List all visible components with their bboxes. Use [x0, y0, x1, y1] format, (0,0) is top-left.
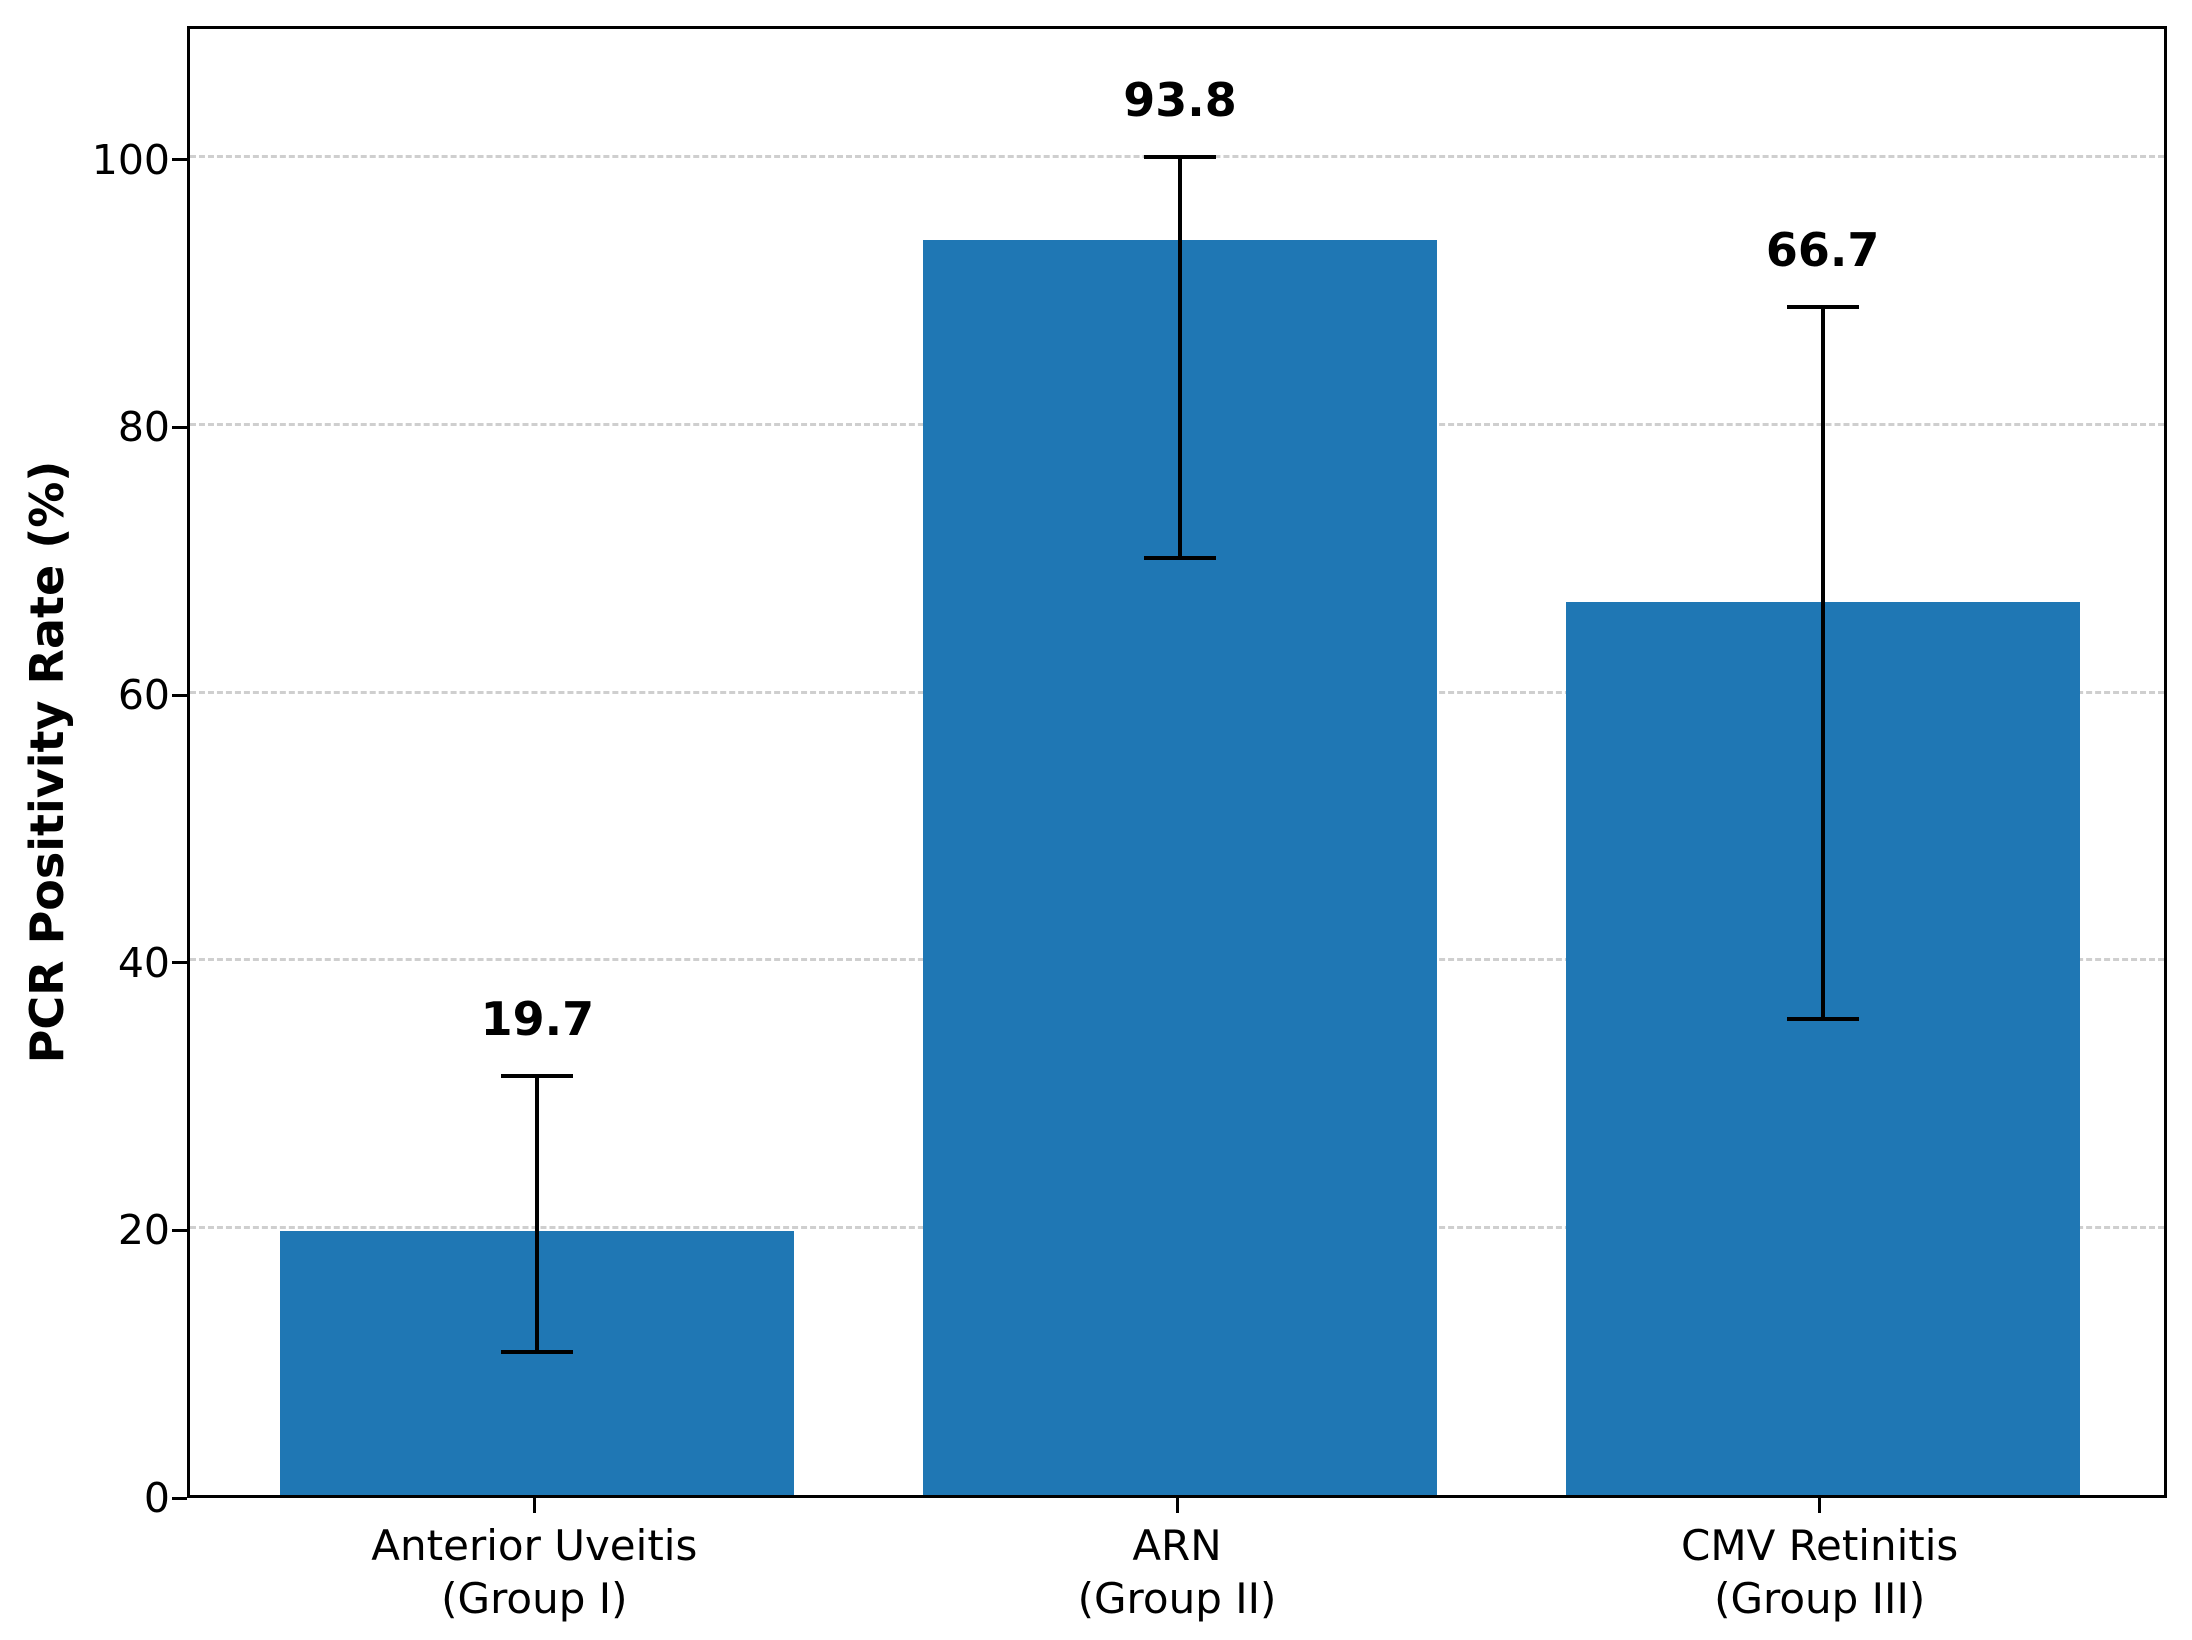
- y-tick-label-20: 20: [117, 1206, 170, 1255]
- y-tick-mark-20: [172, 1228, 187, 1232]
- error-bar-cap-high-2: [1144, 154, 1216, 159]
- error-bar-cap-high-1: [501, 1074, 574, 1079]
- error-bar-line-2: [1178, 156, 1182, 559]
- error-bar-line-3: [1820, 306, 1825, 1019]
- x-category-label-3: CMV Retinitis (Group III): [1681, 1520, 1958, 1625]
- bar-value-label-2: 93.8: [1123, 72, 1237, 127]
- error-bar-cap-low-2: [1144, 556, 1216, 561]
- x-category-label-line: (Group I): [441, 1573, 628, 1623]
- x-category-label-2: ARN (Group II): [1078, 1520, 1277, 1625]
- x-category-label-1: Anterior Uveitis (Group I): [371, 1520, 697, 1625]
- y-tick-label-80: 80: [117, 403, 170, 452]
- y-tick-label-40: 40: [117, 938, 170, 987]
- error-bar-cap-low-3: [1786, 1016, 1859, 1021]
- y-tick-mark-0: [172, 1496, 187, 1500]
- x-category-label-line: (Group III): [1714, 1573, 1926, 1623]
- error-bar-cap-low-1: [501, 1349, 574, 1354]
- y-tick-label-0: 0: [143, 1474, 170, 1522]
- bar-value-label-1: 19.7: [480, 992, 595, 1047]
- x-tick-mark-2: [1175, 1498, 1179, 1513]
- y-axis-label: PCR Positivity Rate (%): [20, 460, 74, 1064]
- x-tick-mark-3: [1818, 1498, 1822, 1513]
- plot-area: 19.7 93.8 66.7: [187, 26, 2167, 1498]
- x-tick-mark-1: [532, 1498, 536, 1513]
- error-bar-line-1: [535, 1076, 540, 1352]
- y-tick-label-60: 60: [117, 671, 170, 720]
- x-category-label-line: Anterior Uveitis: [371, 1521, 698, 1570]
- y-tick-mark-100: [172, 158, 187, 162]
- y-tick-mark-60: [172, 693, 187, 697]
- y-tick-label-100: 100: [91, 135, 170, 184]
- error-bar-cap-high-3: [1786, 304, 1859, 309]
- y-tick-mark-40: [172, 961, 187, 965]
- bar-value-label-3: 66.7: [1765, 222, 1880, 277]
- y-tick-mark-80: [172, 425, 187, 429]
- x-category-label-line: ARN: [1132, 1521, 1222, 1570]
- x-category-label-line: (Group II): [1077, 1573, 1277, 1623]
- x-category-label-line: CMV Retinitis: [1681, 1521, 1959, 1570]
